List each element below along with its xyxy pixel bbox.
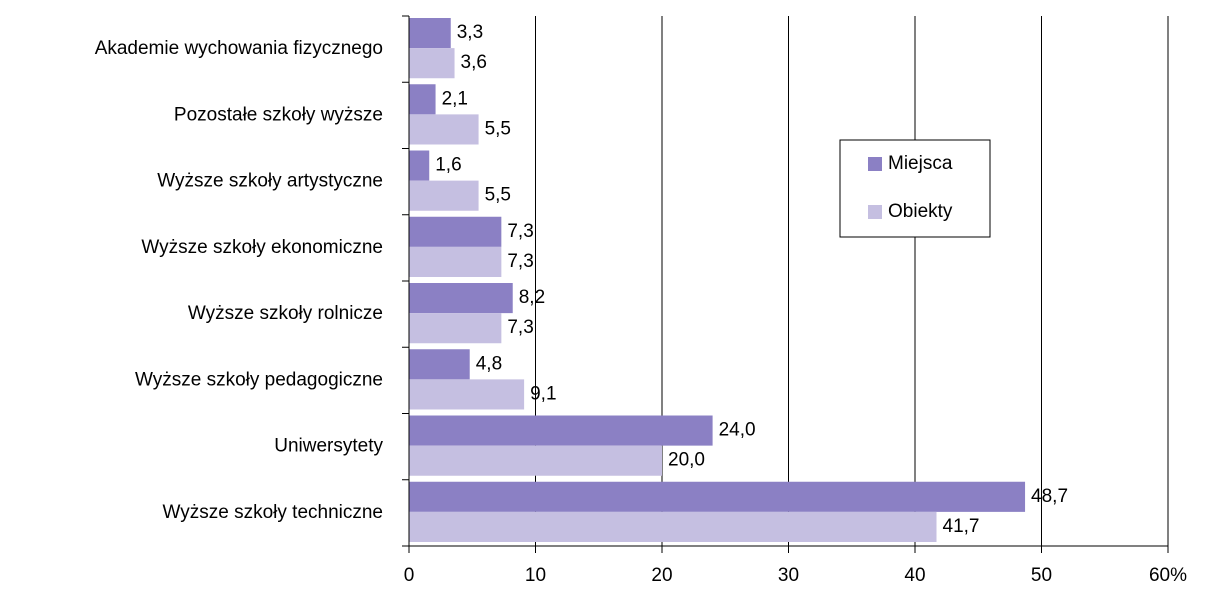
data-label: 7,3 xyxy=(507,251,533,272)
data-label: 4,8 xyxy=(476,353,502,374)
data-label: 1,6 xyxy=(435,155,461,176)
legend-label: Miejsca xyxy=(888,153,953,174)
x-tick-label: 10 xyxy=(525,565,546,586)
y-tick-label: Wyższe szkoły ekonomiczne xyxy=(141,237,383,258)
data-label: 5,5 xyxy=(485,118,511,139)
data-label: 7,3 xyxy=(507,317,533,338)
legend-swatch xyxy=(868,157,882,171)
bar xyxy=(409,313,502,344)
x-tick-label: 30 xyxy=(778,565,799,586)
data-label: 20,0 xyxy=(668,450,705,471)
bar xyxy=(409,511,937,542)
bar xyxy=(409,84,436,115)
data-label: 41,7 xyxy=(943,516,980,537)
data-label: 3,3 xyxy=(457,22,483,43)
legend-swatch xyxy=(868,205,882,219)
bar xyxy=(409,246,502,277)
data-label: 3,6 xyxy=(461,52,487,73)
data-label: 24,0 xyxy=(719,420,756,441)
data-label: 7,3 xyxy=(507,221,533,242)
y-tick-label: Wyższe szkoły rolnicze xyxy=(188,303,383,324)
bar xyxy=(409,379,525,410)
data-label: 5,5 xyxy=(485,185,511,206)
data-label: 9,1 xyxy=(530,383,556,404)
bar xyxy=(409,18,451,49)
x-tick-label: 60% xyxy=(1149,565,1187,586)
bar xyxy=(409,445,662,476)
legend-label: Obiekty xyxy=(888,201,953,222)
bar xyxy=(409,216,502,247)
bar xyxy=(409,114,479,145)
data-label: 8,2 xyxy=(519,287,545,308)
bar xyxy=(409,48,455,79)
x-tick-label: 20 xyxy=(651,565,672,586)
bar xyxy=(409,415,713,446)
y-tick-label: Wyższe szkoły techniczne xyxy=(162,502,383,523)
data-label: 48,7 xyxy=(1031,486,1068,507)
bar xyxy=(409,349,470,380)
bar xyxy=(409,150,430,181)
x-tick-label: 50 xyxy=(1031,565,1052,586)
y-tick-label: Wyższe szkoły pedagogiczne xyxy=(135,369,383,390)
y-tick-label: Pozostałe szkoły wyższe xyxy=(174,104,383,125)
y-tick-label: Uniwersytety xyxy=(274,436,383,457)
x-tick-label: 40 xyxy=(904,565,925,586)
legend-box xyxy=(839,139,991,238)
bar xyxy=(409,283,513,314)
bar xyxy=(409,481,1026,512)
y-tick-label: Akademie wychowania fizycznego xyxy=(95,38,383,59)
x-tick-label: 0 xyxy=(404,565,415,586)
y-tick-label: Wyższe szkoły artystyczne xyxy=(157,171,383,192)
bar xyxy=(409,180,479,211)
data-label: 2,1 xyxy=(442,88,468,109)
